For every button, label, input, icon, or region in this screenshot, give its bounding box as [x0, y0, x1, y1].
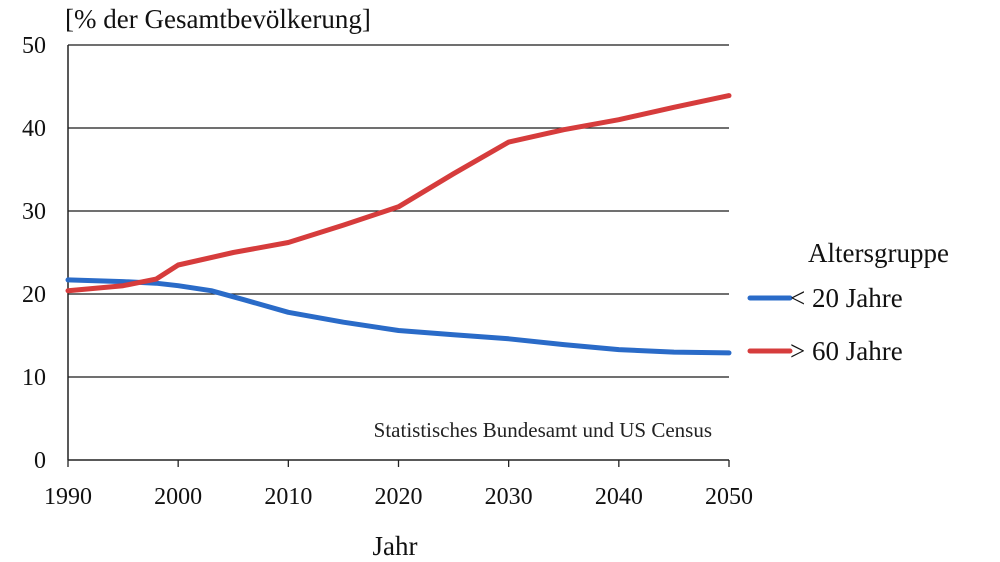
x-tick-label: 2000: [154, 484, 202, 510]
series-line-over-60: [65, 93, 732, 294]
legend-label: < 20 Jahre: [790, 283, 903, 313]
source-note: Statistisches Bundesamt und US Census: [374, 418, 712, 442]
legend-label: > 60 Jahre: [790, 336, 903, 366]
y-tick-label: 10: [22, 365, 46, 391]
y-tick-label: 20: [22, 282, 46, 308]
gridlines: [68, 44, 729, 378]
x-tick-labels: 1990 2000 2010 2020 2030 2040 2050: [44, 460, 753, 510]
y-tick-label: 30: [22, 199, 46, 225]
x-tick-label: 2050: [705, 484, 753, 510]
y-tick-label: 0: [34, 448, 46, 474]
legend-title: Altersgruppe: [808, 238, 949, 268]
x-tick-label: 2010: [264, 484, 312, 510]
x-tick-label: 2020: [375, 484, 423, 510]
x-tick-label: 2030: [485, 484, 533, 510]
legend: Altersgruppe < 20 Jahre > 60 Jahre: [747, 238, 949, 366]
x-axis-label: Jahr: [373, 531, 418, 561]
y-axis-label: [% der Gesamtbevölkerung]: [65, 4, 371, 34]
x-tick-label: 2040: [595, 484, 643, 510]
y-tick-labels: 0 10 20 30 40 50: [22, 33, 46, 474]
series-line-under-20: [65, 277, 732, 356]
y-tick-label: 40: [22, 116, 46, 142]
legend-items: < 20 Jahre > 60 Jahre: [747, 283, 903, 366]
y-tick-label: 50: [22, 33, 46, 59]
x-tick-label: 1990: [44, 484, 92, 510]
series-lines: [65, 93, 732, 356]
